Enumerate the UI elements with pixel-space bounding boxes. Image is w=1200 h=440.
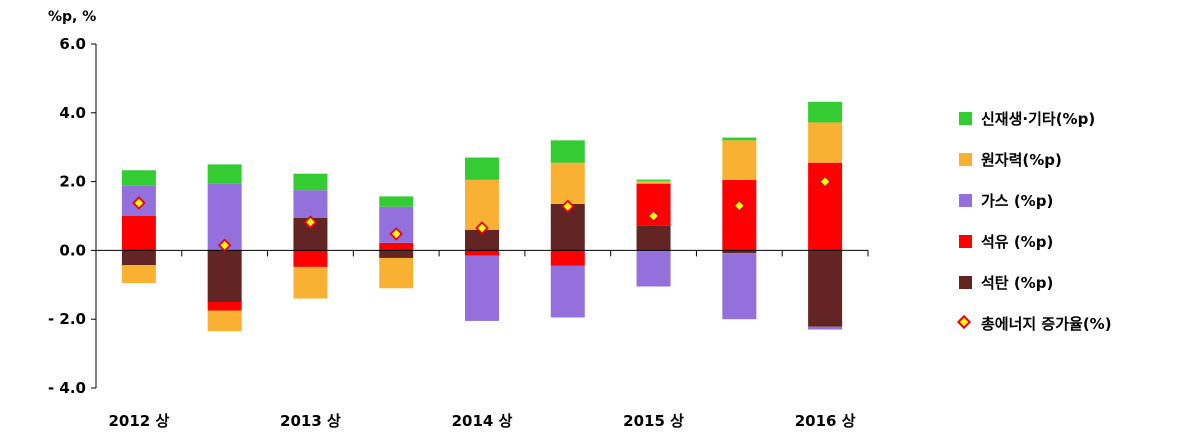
bar-segment	[293, 173, 328, 191]
bar-segment	[121, 265, 156, 284]
legend-swatch-coal	[959, 276, 972, 289]
total-energy-marker	[732, 198, 747, 213]
bar-segment	[808, 122, 843, 163]
x-tick-label: 2016 상	[795, 412, 856, 430]
bar-segment	[636, 225, 671, 251]
bar-segment	[550, 250, 585, 266]
bar-segment	[808, 250, 843, 327]
bar-segment	[121, 250, 156, 266]
bar-segment	[379, 196, 414, 207]
bar-segment	[207, 250, 242, 302]
bar-segment	[121, 216, 156, 251]
bar-segment	[722, 140, 757, 180]
bar-segment	[207, 310, 242, 332]
total-energy-marker	[475, 221, 489, 235]
bar-segment	[722, 250, 757, 254]
total-energy-marker	[646, 209, 661, 223]
x-tick-label: 2014 상	[452, 412, 513, 430]
legend-label-nuclear: 원자력(%p)	[981, 151, 1062, 169]
y-tick-label: 6.0	[59, 35, 86, 53]
bar-segment	[550, 140, 585, 163]
bar-segment	[465, 250, 499, 256]
total-energy-marker	[389, 227, 403, 241]
bar-segment	[636, 179, 671, 181]
legend-swatch-nuclear	[959, 153, 972, 166]
legend-label-renewables: 신재생·기타(%p)	[981, 110, 1096, 128]
bar-segment	[722, 137, 757, 141]
bar-segment	[465, 229, 499, 251]
bar-segment	[722, 179, 757, 251]
total-energy-marker	[132, 196, 146, 210]
legend-label-total-energy: 총에너지 증가율(%)	[981, 315, 1112, 333]
y-tick-label: 2.0	[59, 173, 86, 191]
bar-segment	[121, 170, 156, 186]
total-energy-marker	[818, 174, 832, 189]
y-tick-label: - 2.0	[48, 310, 86, 328]
bar-segment	[293, 250, 328, 267]
x-tick-label: 2013 상	[280, 412, 341, 430]
bar-segment	[465, 255, 499, 321]
bar-segment	[207, 164, 242, 184]
total-energy-marker	[561, 199, 575, 214]
bar-segment	[808, 326, 843, 330]
bar-segment	[722, 253, 757, 320]
x-tick-label: 2012 상	[108, 412, 169, 430]
legend-label-oil: 석유 (%p)	[981, 233, 1054, 251]
bar-segment	[550, 162, 585, 204]
legend-swatch-renewables	[959, 112, 972, 125]
legend-label-coal: 석탄 (%p)	[981, 274, 1054, 292]
bar-segment	[550, 265, 585, 318]
y-tick-label: 4.0	[59, 104, 86, 122]
bar-segment	[636, 180, 671, 184]
bar-segment	[636, 250, 671, 287]
bar-segment	[293, 190, 328, 218]
bar-segment	[379, 250, 414, 258]
y-axis-unit-label: %p, %	[48, 9, 97, 25]
y-tick-label: 0.0	[59, 241, 86, 259]
legend-label-gas: 가스 (%p)	[981, 192, 1054, 210]
y-tick-label: - 4.0	[48, 379, 86, 397]
bar-segment	[293, 266, 328, 299]
bar-segment	[207, 302, 242, 311]
total-energy-marker	[303, 215, 318, 229]
total-energy-marker	[217, 238, 232, 253]
x-tick-label: 2015 상	[623, 412, 684, 430]
bar-segment	[808, 101, 843, 123]
legend-swatch-gas	[959, 194, 972, 207]
legend-swatch-oil	[959, 235, 972, 248]
bar-segment	[379, 257, 414, 289]
bar-segment	[379, 242, 414, 251]
bar-segment	[465, 157, 499, 180]
